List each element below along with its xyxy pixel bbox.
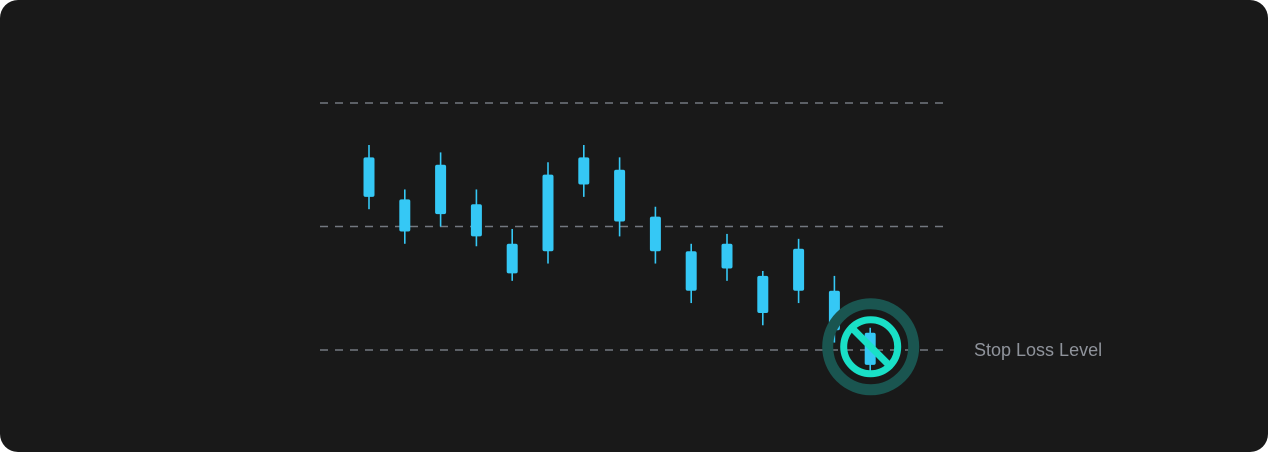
candle: [506, 228, 518, 281]
candle-body: [435, 164, 447, 215]
candle: [399, 189, 411, 244]
candle: [363, 144, 375, 210]
candle-body: [721, 243, 733, 269]
no-entry-icon: [840, 316, 902, 378]
candle-body: [363, 157, 375, 197]
candle: [578, 144, 590, 197]
candles: [363, 144, 876, 373]
price-levels: Stop Loss Level: [320, 102, 1102, 360]
candle: [614, 157, 626, 237]
candle-body: [399, 199, 411, 232]
candle: [649, 206, 661, 264]
candle: [542, 162, 554, 264]
stop-loss-label: Stop Loss Level: [974, 340, 1102, 360]
candle-body: [614, 169, 626, 222]
candle-body: [542, 174, 554, 252]
stop-halo: [822, 298, 920, 396]
candle-body: [506, 243, 518, 274]
candle: [435, 152, 447, 227]
candle: [470, 189, 482, 247]
candle-body: [685, 251, 697, 291]
candle-body: [649, 216, 661, 252]
candle-body: [757, 275, 769, 313]
candle: [721, 233, 733, 281]
candle: [685, 243, 697, 304]
candle-body: [578, 157, 590, 185]
candle: [793, 238, 805, 304]
candle-body: [470, 204, 482, 237]
stop-loss-marker: [822, 298, 920, 396]
candle: [757, 270, 769, 326]
candle-body: [793, 248, 805, 291]
no-entry-slash: [848, 324, 894, 370]
